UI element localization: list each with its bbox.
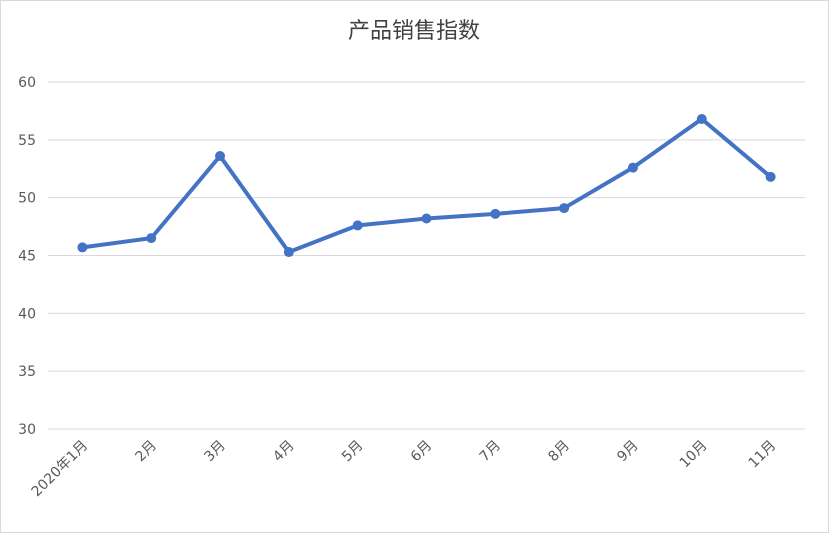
point <box>765 171 776 182</box>
point <box>146 233 157 244</box>
point <box>77 242 88 253</box>
y-tick-label: 45 <box>18 249 36 265</box>
point <box>559 203 570 214</box>
point <box>421 213 432 224</box>
point <box>627 162 638 173</box>
y-tick-label: 40 <box>18 306 36 322</box>
point <box>696 114 707 125</box>
point <box>490 208 501 219</box>
y-tick-label: 30 <box>18 422 36 438</box>
point <box>283 247 294 258</box>
chart-title: 产品销售指数 <box>348 19 480 44</box>
y-tick-label: 35 <box>18 364 36 380</box>
y-tick-label: 50 <box>18 191 36 207</box>
point <box>215 151 226 162</box>
y-tick-label: 55 <box>18 133 36 149</box>
point <box>352 220 363 231</box>
y-tick-label: 60 <box>18 75 36 91</box>
